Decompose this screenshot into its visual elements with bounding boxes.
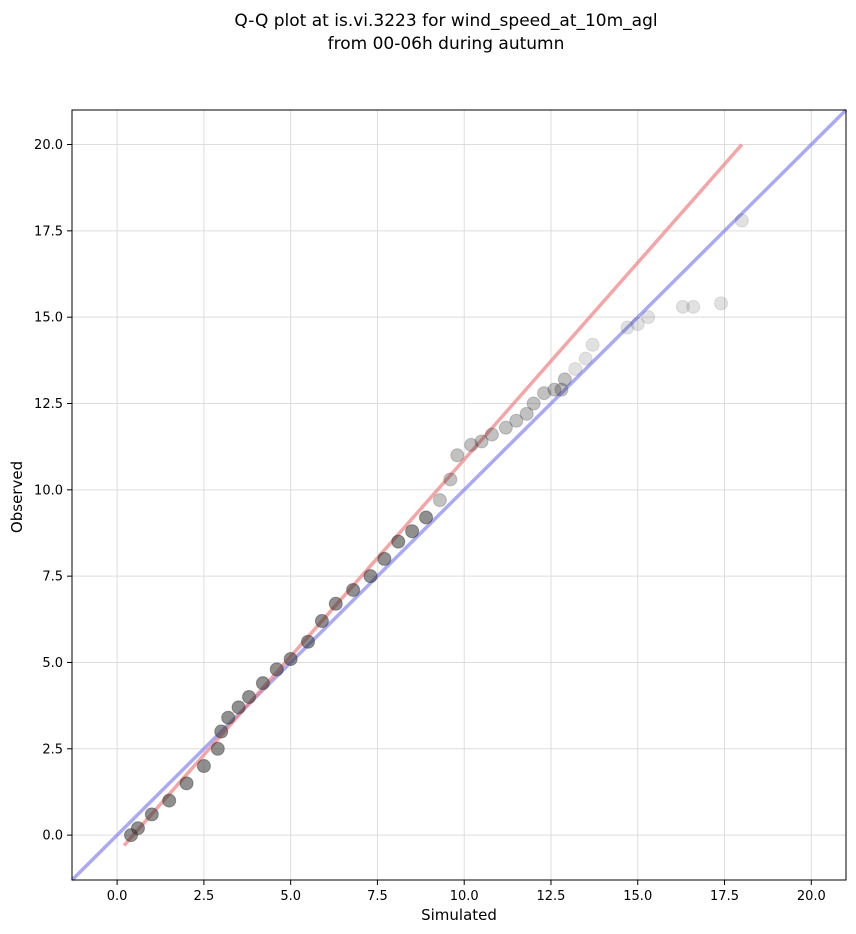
data-point xyxy=(214,724,229,739)
reference-lines xyxy=(70,108,848,882)
data-point xyxy=(419,510,434,525)
y-tick-label: 15.0 xyxy=(34,311,63,326)
data-point xyxy=(196,759,211,774)
x-tick-label: 2.5 xyxy=(194,889,215,904)
data-point xyxy=(269,662,284,677)
data-point xyxy=(509,413,524,428)
x-tick-label: 5.0 xyxy=(280,889,301,904)
y-tick-label: 17.5 xyxy=(34,224,63,239)
data-point xyxy=(221,710,236,725)
y-tick-label: 2.5 xyxy=(42,742,63,757)
data-point xyxy=(130,821,145,836)
data-point xyxy=(432,493,447,508)
x-tick-label: 20.0 xyxy=(797,889,826,904)
data-point xyxy=(405,524,420,539)
data-point xyxy=(484,427,499,442)
data-point xyxy=(231,700,246,715)
data-point xyxy=(242,689,257,704)
data-point xyxy=(314,614,329,629)
y-tick-label: 10.0 xyxy=(34,483,63,498)
chart-title-line-1: Q-Q plot at is.vi.3223 for wind_speed_at… xyxy=(234,11,657,31)
data-point xyxy=(620,320,635,335)
data-point xyxy=(474,434,489,449)
data-point xyxy=(630,317,645,332)
axis-ticks: 0.0 2.5 5.0 7.5 10.0 12.5 15.0 17.5 20.0 0.0 2.5 5.… xyxy=(34,138,826,904)
grid-lines xyxy=(72,110,846,880)
data-point xyxy=(377,551,392,566)
plot-frame xyxy=(71,109,847,881)
x-tick-label: 15.0 xyxy=(623,889,652,904)
data-point xyxy=(547,382,562,397)
data-point xyxy=(641,310,656,325)
x-tick-label: 10.0 xyxy=(450,889,479,904)
x-tick-label: 12.5 xyxy=(537,889,566,904)
data-point xyxy=(686,299,701,314)
data-point xyxy=(557,372,572,387)
data-point xyxy=(179,776,194,791)
data-point xyxy=(554,382,569,397)
data-point xyxy=(578,351,593,366)
data-point xyxy=(443,472,458,487)
x-tick-label: 7.5 xyxy=(367,889,388,904)
data-point xyxy=(162,793,177,808)
data-point xyxy=(255,676,270,691)
data-point xyxy=(526,396,541,411)
x-tick-label: 17.5 xyxy=(710,889,739,904)
data-point xyxy=(568,361,583,376)
data-point xyxy=(283,652,298,667)
data-point xyxy=(675,299,690,314)
y-tick-label: 5.0 xyxy=(42,656,63,671)
y-tick-label: 12.5 xyxy=(34,397,63,412)
y-axis-label: Observed xyxy=(8,461,26,533)
y-tick-label: 20.0 xyxy=(34,138,63,153)
x-axis-label: Simulated xyxy=(421,906,497,924)
data-point xyxy=(328,596,343,611)
data-point xyxy=(450,448,465,463)
y-tick-label: 0.0 xyxy=(42,829,63,844)
y-tick-label: 7.5 xyxy=(42,570,63,585)
data-point xyxy=(363,569,378,584)
data-point xyxy=(144,807,159,822)
data-point xyxy=(734,213,749,228)
data-point xyxy=(301,634,316,649)
data-point xyxy=(210,741,225,756)
data-point xyxy=(519,406,534,421)
data-point xyxy=(537,386,552,401)
data-point xyxy=(714,296,729,311)
data-points xyxy=(124,213,749,843)
x-tick-label: 0.0 xyxy=(107,889,128,904)
data-point xyxy=(498,420,513,435)
data-point xyxy=(464,437,479,452)
fit-line xyxy=(122,143,744,847)
data-point xyxy=(346,582,361,597)
data-point xyxy=(585,337,600,352)
chart-title-line-2: from 00-06h during autumn xyxy=(328,34,565,54)
identity-line xyxy=(70,108,848,882)
data-point xyxy=(391,534,406,549)
